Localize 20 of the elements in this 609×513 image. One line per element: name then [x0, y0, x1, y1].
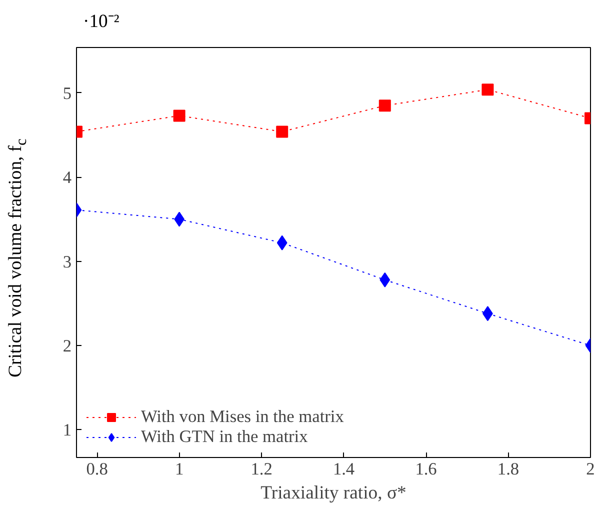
x-axis-title: Triaxiality ratio, σ* [260, 482, 406, 504]
x-tick-label: 1.8 [497, 460, 520, 478]
x-tick-label: 1.4 [332, 460, 355, 478]
x-tick-label: 2 [586, 460, 595, 478]
x-tick-label: 1.2 [250, 460, 272, 478]
x-tick-label: 1.6 [415, 460, 438, 478]
y-tick-label: 4 [62, 168, 72, 188]
y-tick-label: 3 [62, 252, 72, 272]
point [276, 235, 288, 250]
y-tick-label: 2 [62, 336, 72, 356]
legend-label: With GTN in the matrix [141, 427, 308, 447]
text: ·10⁻² [82, 10, 120, 34]
legend-label: With von Mises in the matrix [141, 407, 344, 427]
point [378, 100, 391, 112]
x-tick-label: 1 [174, 460, 184, 478]
x-tick-label: 0.8 [86, 460, 108, 478]
y-tick-label: 5 [62, 84, 72, 103]
point [380, 272, 390, 288]
y-tick-label: 1 [62, 420, 72, 440]
point [276, 126, 288, 138]
